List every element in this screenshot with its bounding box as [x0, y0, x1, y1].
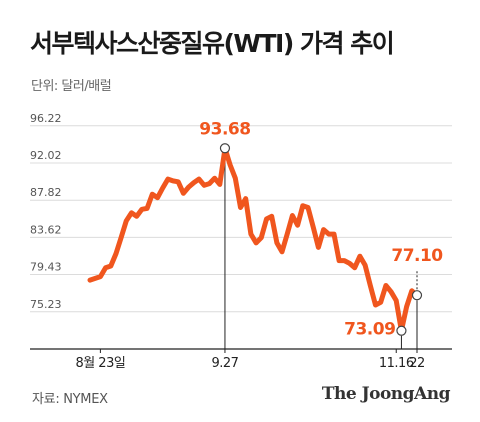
- y-tick-label: 79.43: [30, 261, 62, 274]
- data-label: 93.68: [199, 119, 250, 139]
- x-tick-label: 9.27: [211, 356, 238, 371]
- y-tick-label: 83.62: [30, 223, 62, 236]
- data-label: 73.09: [344, 320, 395, 340]
- y-tick-label: 75.23: [30, 298, 62, 311]
- x-tick-label: 22: [409, 356, 425, 371]
- brand-logo: The JoongAng: [321, 384, 451, 404]
- wti-price-line: [87, 145, 420, 334]
- data-label: 77.10: [391, 246, 443, 266]
- gridlines: [30, 125, 452, 313]
- point-marker: [219, 143, 231, 154]
- y-axis-ticks: 96.22 92.02 87.82 83.62 79.43 75.23: [30, 112, 62, 311]
- drop-lines: [224, 153, 418, 349]
- x-tick-label: 8월 23일: [75, 356, 125, 371]
- point-marker: [396, 325, 407, 336]
- y-tick-label: 96.22: [30, 112, 62, 125]
- unit-label: 단위: 달러/배럴: [31, 79, 112, 94]
- data-labels: 93.68 73.09 77.10: [199, 119, 443, 339]
- x-tick-label: 11.16: [379, 356, 414, 371]
- point-markers: [219, 143, 423, 336]
- y-tick-label: 87.82: [30, 186, 62, 199]
- chart-title: 서부텍사스산중질유(WTI) 가격 추이: [30, 29, 395, 58]
- y-tick-label: 92.02: [30, 149, 62, 162]
- point-marker: [411, 290, 423, 301]
- source-note: 자료: NYMEX: [32, 392, 108, 407]
